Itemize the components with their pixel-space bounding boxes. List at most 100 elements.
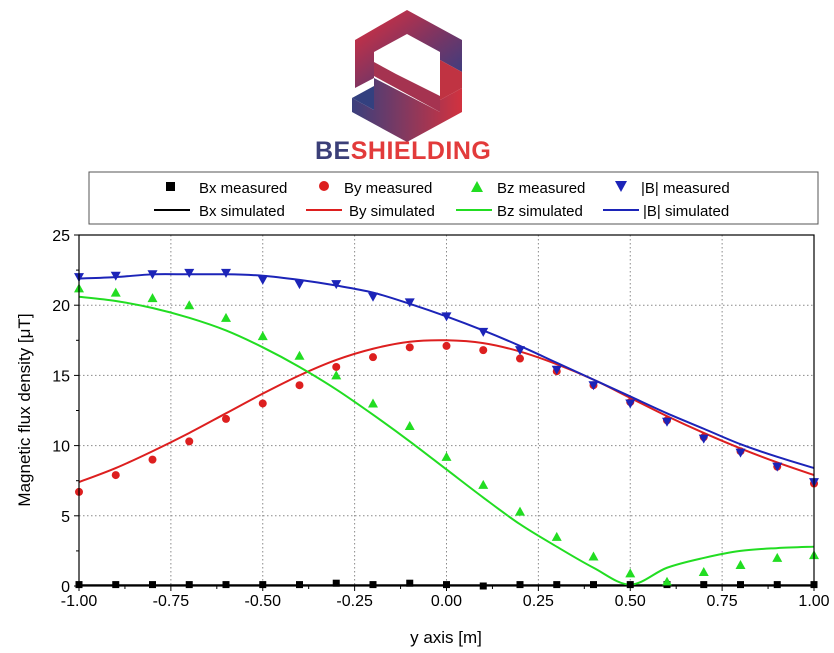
b-measured-point-18 — [735, 448, 746, 458]
legend-label-b-simulated: |B| simulated — [643, 203, 729, 220]
b-measured-point-15 — [625, 399, 636, 409]
bx-measured-point-4 — [222, 581, 230, 589]
by-measured-point-12 — [516, 354, 524, 363]
bz-measured-point-10 — [441, 451, 452, 461]
y-tick-label-0: 0 — [61, 579, 70, 596]
b-measured-point-19 — [772, 462, 783, 472]
bx-measured-point-13 — [553, 581, 561, 589]
y-tick-label-1: 5 — [61, 509, 70, 526]
bz-measured-point-9 — [404, 420, 415, 430]
grid — [79, 235, 814, 586]
b-measured-point-5 — [257, 275, 268, 285]
b-measured-point-14 — [588, 381, 599, 391]
legend-label-bx-simulated: Bx simulated — [199, 203, 285, 220]
by-simulated-line — [78, 339, 815, 484]
x-tick-label-1: -0.75 — [153, 593, 190, 610]
legend-label-bz-measured: Bz measured — [497, 180, 585, 197]
x-tick-label-8: 1.00 — [798, 593, 829, 610]
x-tick-label-4: 0.00 — [431, 593, 462, 610]
by-measured-point-5 — [258, 399, 267, 408]
bx-measured-point-10 — [443, 581, 450, 589]
bx-measured-point-1 — [112, 581, 120, 589]
legend-frame — [88, 171, 819, 225]
bz-measured-point-15 — [625, 568, 636, 578]
bx-measured-point-8 — [369, 581, 377, 589]
b-measured-point-2 — [147, 270, 158, 280]
by-measured-point-8 — [369, 353, 377, 362]
legend-label-by-simulated: By simulated — [349, 203, 435, 220]
by-measured-point-3 — [185, 437, 194, 446]
bz-measured-point-12 — [515, 506, 525, 516]
legend-marker-by-measured — [319, 181, 329, 191]
brand-name-part2: SHIELDING — [351, 137, 492, 165]
logo: BESHIELDING — [315, 10, 491, 165]
b-measured-point-8 — [368, 292, 378, 302]
x-tick-label-6: 0.50 — [615, 593, 646, 610]
bz-measured-point-2 — [147, 293, 158, 303]
bz-measured-point-7 — [331, 370, 342, 380]
bz-measured-point-13 — [551, 531, 562, 541]
bz-measured-point-14 — [588, 551, 599, 561]
by-measured-point-1 — [111, 471, 120, 480]
by-measured-point-9 — [405, 343, 414, 352]
bx-measured-point-6 — [296, 581, 303, 589]
bz-measured-point-1 — [110, 287, 121, 297]
bz-simulated-line — [78, 295, 815, 586]
legend-label-b-measured: |B| measured — [641, 180, 730, 197]
b-measured-point-4 — [221, 268, 231, 278]
bz-measured-point-16 — [662, 576, 672, 586]
x-tick-label-3: -0.25 — [336, 593, 373, 610]
by-measured-point-4 — [222, 414, 230, 423]
legend-marker-bx-measured — [166, 182, 175, 191]
bz-measured-point-17 — [698, 566, 709, 576]
x-axis-title: y axis [m] — [410, 628, 482, 647]
y-axis-title-prefix: Magnetic flux density [ — [15, 338, 34, 506]
bx-measured-point-18 — [737, 581, 744, 589]
by-measured-point-7 — [332, 362, 341, 371]
b-measured-point-13 — [551, 365, 562, 375]
legend-marker-bz-measured — [471, 181, 483, 192]
brand-name-part1: BE — [315, 137, 351, 165]
bx-measured-point-12 — [516, 581, 524, 589]
bz-measured-point-19 — [772, 552, 783, 562]
axis-ticks: -1.00 -0.75 -0.50 -0.25 0.00 0.25 0.50 0.75 1.00… — [52, 228, 829, 610]
bx-measured-point-3 — [185, 581, 193, 589]
x-tick-label-5: 0.25 — [523, 593, 554, 610]
bz-measured-point-6 — [294, 350, 305, 360]
bz-measured-point-4 — [221, 312, 231, 322]
legend-label-bx-measured: Bx measured — [199, 180, 287, 197]
x-tick-label-0: -1.00 — [61, 593, 98, 610]
b-measured-point-3 — [184, 268, 195, 278]
b-measured-point-9 — [404, 298, 415, 308]
bx-measured-point-15 — [626, 581, 634, 589]
y-tick-label-2: 10 — [52, 439, 70, 456]
bx-measured-point-5 — [259, 581, 267, 589]
b-measured-point-6 — [294, 280, 305, 290]
bx-measured-point-7 — [332, 579, 340, 587]
bx-measured-point-17 — [700, 581, 708, 589]
bz-measured-point-5 — [257, 331, 268, 341]
bx-measured-point-9 — [406, 579, 414, 587]
bz-measured-point-8 — [368, 398, 378, 408]
b-measured-point-16 — [662, 417, 672, 427]
x-tick-label-2: -0.50 — [245, 593, 282, 610]
y-tick-label-4: 20 — [52, 298, 70, 315]
b-measured-point-10 — [441, 312, 452, 322]
x-tick-label-7: 0.75 — [707, 593, 738, 610]
legend-label-bz-simulated: Bz simulated — [497, 203, 583, 220]
bx-measured-point-19 — [773, 581, 781, 589]
by-measured-point-10 — [442, 341, 451, 350]
b-measured-point-1 — [110, 271, 121, 281]
bz-measured-point-18 — [735, 559, 746, 569]
b-measured-point-17 — [698, 434, 709, 444]
bz-measured-point-3 — [184, 300, 195, 310]
legend-label-by-measured: By measured — [344, 180, 432, 197]
logo-mark — [352, 10, 462, 142]
bz-measured-point-11 — [478, 479, 489, 489]
bx-measured-point-2 — [149, 581, 156, 589]
y-axis-title-suffix: ] — [15, 313, 34, 318]
by-measured-point-2 — [148, 455, 157, 464]
by-measured-point-11 — [479, 346, 488, 355]
